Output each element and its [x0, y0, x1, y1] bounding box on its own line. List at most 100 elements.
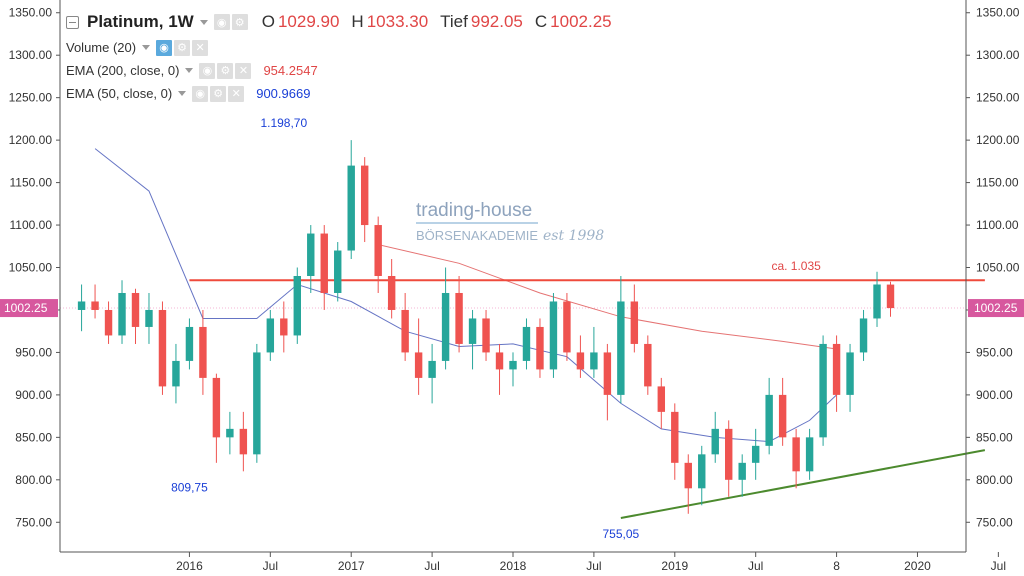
x-tick-label: 8 [833, 559, 840, 573]
chart-legend: Platinum, 1W ◉ ⚙ O 1029.90 H 1033.30 Tie… [66, 8, 612, 105]
chevron-down-icon[interactable] [142, 45, 151, 50]
candle-body [630, 301, 639, 344]
last-price-tag-left [0, 299, 58, 318]
ema50-label[interactable]: EMA (50, close, 0) [66, 86, 173, 101]
y-tick-label-left: 1200.00 [9, 133, 53, 147]
candle-body [832, 343, 841, 395]
y-tick-label-right: 1250.00 [976, 91, 1020, 105]
candle-body [792, 437, 800, 472]
y-tick-label-left: 750.00 [15, 515, 52, 529]
candle-body [266, 318, 275, 353]
candle-body [212, 377, 221, 438]
candle-body [347, 165, 355, 251]
gear-icon[interactable]: ⚙ [231, 14, 248, 30]
candle-body [253, 352, 261, 455]
y-tick-label-left: 900.00 [15, 388, 52, 402]
candle-body [698, 454, 706, 489]
candle-body [334, 250, 342, 293]
eye-icon[interactable]: ◉ [199, 62, 216, 79]
y-tick-label-right: 1150.00 [976, 176, 1019, 190]
annotation-label: 809,75 [171, 481, 208, 495]
candle-body [873, 284, 881, 319]
watermark: trading-house BÖRSENAKADEMIE est 1998 [416, 200, 604, 244]
y-tick-label-left: 1350.00 [9, 6, 53, 20]
watermark-line3: est 1998 [543, 228, 604, 244]
ohlc-high-label: H [351, 12, 364, 31]
ohlc-close-value: 1002.25 [550, 12, 612, 31]
annotation-label: ca. 1.035 [771, 259, 821, 273]
candle-body [239, 428, 248, 455]
candle-body [778, 394, 787, 438]
chevron-down-icon[interactable] [185, 68, 194, 73]
annotations: 1.198,70 809,75 755,05 ca. 1.035 [171, 116, 821, 541]
candle-body [320, 233, 328, 293]
close-icon[interactable]: ✕ [192, 39, 209, 56]
y-tick-label-right: 1100.00 [976, 218, 1019, 232]
candles [77, 140, 895, 514]
candle-body [563, 301, 571, 353]
gear-icon[interactable]: ⚙ [217, 62, 234, 79]
candle-body [172, 360, 180, 387]
y-tick-label-right: 1350.00 [976, 6, 1020, 20]
x-tick-label: Jul [424, 559, 439, 573]
symbol-title[interactable]: Platinum, 1W [87, 12, 194, 31]
candle-body [293, 276, 301, 336]
y-tick-label-right: 900.00 [976, 388, 1013, 402]
candle-body [77, 301, 86, 310]
x-tick-label: 2019 [661, 559, 688, 573]
support-line [620, 449, 986, 520]
ema50-value: 900.9669 [256, 86, 311, 101]
eye-icon[interactable]: ◉ [156, 39, 173, 56]
legend-symbol-row: Platinum, 1W ◉ ⚙ O 1029.90 H 1033.30 Tie… [66, 8, 612, 36]
x-tick-label: Jul [991, 559, 1006, 573]
y-tick-label-right: 750.00 [976, 515, 1013, 529]
candle-body [805, 437, 814, 472]
legend-volume-row: Volume (20) ◉ ⚙ ✕ [66, 36, 612, 59]
candle-body [617, 301, 625, 395]
eye-icon[interactable]: ◉ [192, 85, 209, 102]
annotation-label: 1.198,70 [260, 116, 307, 130]
candle-body [468, 318, 477, 344]
y-tick-label-left: 850.00 [15, 430, 52, 444]
candle-body [91, 301, 99, 310]
close-icon[interactable]: ✕ [235, 62, 252, 79]
ohlc-high-value: 1033.30 [366, 12, 429, 31]
close-icon[interactable]: ✕ [228, 85, 245, 102]
candle-body [846, 352, 854, 395]
candle-body [644, 343, 652, 387]
candle-body [725, 428, 733, 480]
chevron-down-icon[interactable] [199, 19, 208, 25]
candle-body [199, 326, 207, 378]
x-tick-label: Jul [263, 559, 278, 573]
candle-body [374, 225, 382, 276]
candle-body [657, 386, 666, 412]
candle-body [441, 292, 450, 361]
candle-body [576, 352, 585, 370]
gear-icon[interactable]: ⚙ [174, 39, 191, 56]
legend-ema50-row: EMA (50, close, 0) ◉ ⚙ ✕ 900.9669 [66, 82, 612, 105]
candle-body [495, 352, 504, 370]
candle-body [387, 276, 396, 310]
ohlc-open-value: 1029.90 [277, 12, 340, 31]
x-tick-label: 2018 [500, 559, 527, 573]
candle-body [455, 292, 463, 344]
chevron-down-icon[interactable] [178, 91, 187, 96]
candle-body [226, 428, 234, 438]
candle-body [684, 462, 692, 489]
eye-icon[interactable]: ◉ [213, 14, 230, 30]
ohlc-low-label: Tief [440, 12, 468, 31]
candle-body [738, 462, 746, 480]
candle-body [671, 411, 679, 463]
y-tick-label-left: 1300.00 [9, 48, 53, 62]
volume-label[interactable]: Volume (20) [66, 40, 137, 55]
collapse-icon[interactable] [66, 15, 79, 29]
gear-icon[interactable]: ⚙ [210, 85, 227, 102]
ema200-label[interactable]: EMA (200, close, 0) [66, 63, 180, 78]
y-tick-label-left: 1100.00 [10, 218, 53, 232]
last-price-label-right: 1002.25 [974, 301, 1018, 315]
candle-body [401, 309, 409, 353]
candle-body [145, 309, 153, 327]
